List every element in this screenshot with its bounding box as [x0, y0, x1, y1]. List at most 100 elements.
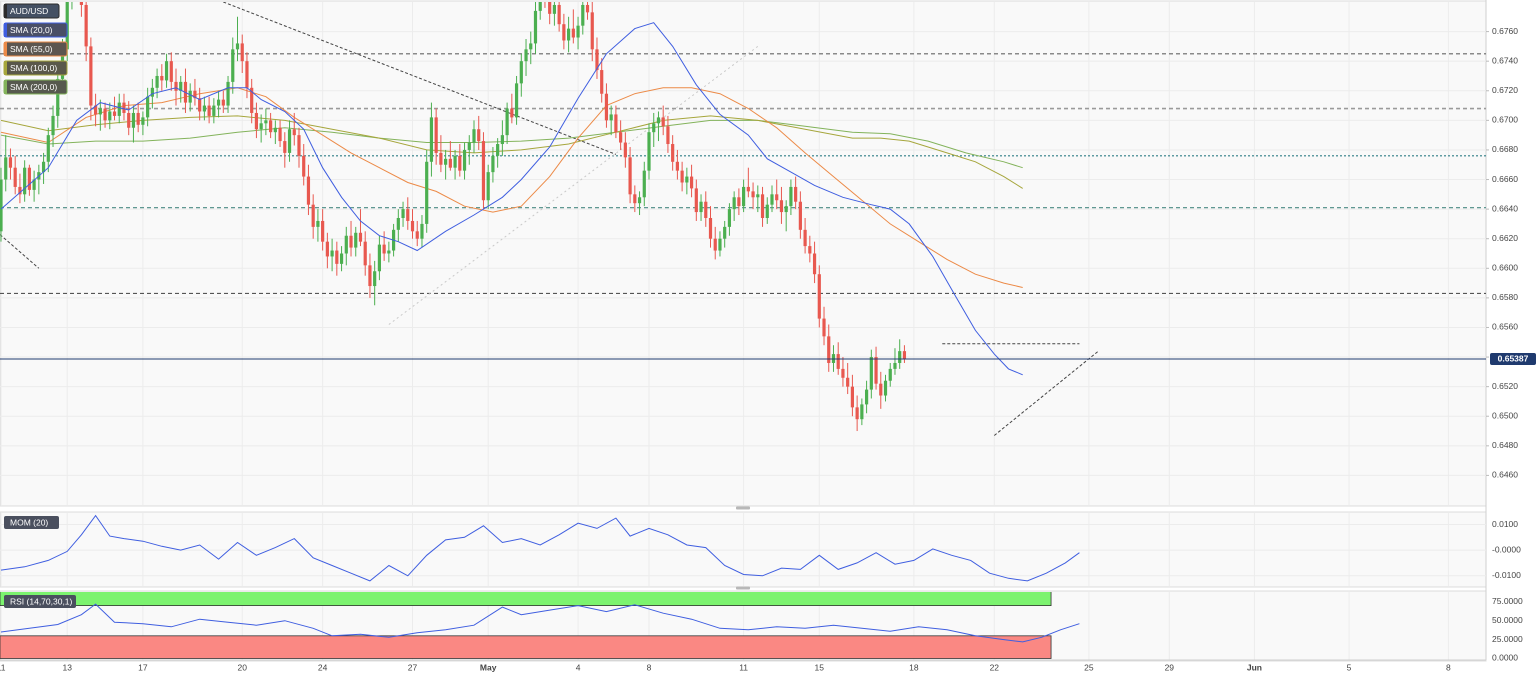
candle-body — [231, 49, 235, 82]
candle-body — [898, 351, 902, 363]
momentum-plot-area — [0, 513, 1486, 586]
candle-body — [477, 129, 481, 142]
price-tick-label: 0.6560 — [1492, 322, 1518, 332]
candle-body — [382, 244, 386, 254]
candle-body — [150, 87, 154, 97]
rsi-line — [0, 603, 1080, 643]
candle-body — [765, 204, 769, 218]
candle-body — [377, 244, 381, 272]
candle-body — [519, 61, 523, 84]
x-tick-label: 13 — [62, 662, 72, 672]
candle-body — [32, 179, 36, 190]
candle-body — [179, 81, 183, 91]
candle-body — [557, 4, 561, 25]
candle-body — [567, 28, 571, 41]
legend-swatch — [4, 23, 7, 37]
candle-body — [779, 200, 784, 213]
candle-body — [784, 206, 788, 213]
candle-body — [321, 220, 325, 242]
candle-body — [51, 115, 55, 136]
momentum-tick-label: 0.0100 — [1492, 519, 1518, 529]
candle-body — [344, 235, 348, 254]
price-tick-label: 0.6740 — [1492, 55, 1518, 65]
candle-body — [723, 226, 727, 239]
candle-body — [666, 126, 670, 145]
rsi-tick-label: 50.0000 — [1492, 615, 1523, 625]
candle-body — [552, 4, 557, 14]
candle-body — [112, 111, 117, 116]
momentum-tick-label: -0.0000 — [1492, 544, 1521, 554]
candle-body — [141, 117, 145, 125]
price-tick-label: 0.6600 — [1492, 263, 1518, 273]
candle-body — [216, 99, 221, 106]
candle-body — [680, 170, 684, 183]
price-tick-label: 0.6480 — [1492, 440, 1518, 450]
price-tick-label: 0.6520 — [1492, 381, 1518, 391]
legend-label: SMA (20,0) — [10, 25, 53, 35]
candle-body — [287, 129, 292, 153]
candle-body — [174, 81, 178, 91]
candle-body — [193, 90, 197, 99]
candle-body — [330, 250, 334, 257]
candle-body — [373, 271, 377, 287]
candle-body — [590, 12, 594, 50]
candle-body — [689, 176, 694, 189]
candle-body — [496, 144, 500, 156]
candle-body — [529, 43, 533, 50]
candle-body — [671, 144, 675, 162]
x-tick-label: 29 — [1165, 662, 1175, 672]
candle-body — [718, 238, 722, 251]
candle-body — [458, 155, 462, 171]
candle-body — [760, 194, 765, 218]
price-resize-handle[interactable] — [736, 506, 750, 510]
candle-body — [737, 197, 741, 207]
candle-body — [770, 194, 774, 205]
candle-body — [98, 108, 102, 115]
candle-body — [354, 232, 358, 248]
candle-body — [491, 155, 495, 173]
momentum-legend-label: MOM (20) — [10, 517, 48, 527]
candle-body — [827, 336, 831, 363]
x-tick-label: Jun — [1247, 662, 1262, 672]
candle-body — [808, 246, 812, 254]
candle-body — [108, 111, 112, 121]
price-pane — [0, 0, 1487, 507]
candle-body — [538, 2, 542, 11]
candle-body — [604, 93, 609, 121]
price-plot-area — [0, 2, 1486, 505]
candle-body — [434, 117, 438, 153]
x-tick-label: 20 — [237, 662, 247, 672]
candle-body — [500, 135, 504, 145]
candle-body — [292, 129, 296, 136]
legend-label: SMA (200,0) — [10, 82, 57, 92]
candle-body — [18, 186, 22, 195]
candle-body — [628, 157, 632, 195]
candle-body — [798, 201, 802, 230]
candle-body — [514, 83, 519, 118]
candle-body — [221, 99, 225, 106]
candle-body — [581, 4, 585, 26]
candle-body — [89, 46, 93, 106]
candle-body — [335, 250, 339, 264]
candle-body — [746, 186, 750, 192]
candle-body — [864, 389, 869, 405]
candle-body — [600, 70, 604, 94]
candle-body — [775, 194, 779, 201]
momentum-resize-handle[interactable] — [736, 586, 750, 590]
candle-body — [571, 28, 575, 38]
candle-body — [349, 235, 353, 248]
candle-body — [202, 105, 206, 112]
candle-body — [396, 217, 400, 230]
candle-body — [46, 135, 50, 162]
legend-label: SMA (100,0) — [10, 63, 57, 73]
x-tick-label: 8 — [647, 662, 652, 672]
candle-body — [188, 90, 192, 103]
legend-swatch — [4, 80, 7, 94]
x-tick-label: 22 — [990, 662, 1000, 672]
candle-body — [94, 105, 98, 115]
candle-body — [879, 383, 883, 396]
candle-body — [704, 201, 708, 218]
downtrend-line-early — [0, 233, 40, 269]
candle-body — [505, 108, 509, 136]
legend-label: AUD/USD — [10, 6, 48, 16]
